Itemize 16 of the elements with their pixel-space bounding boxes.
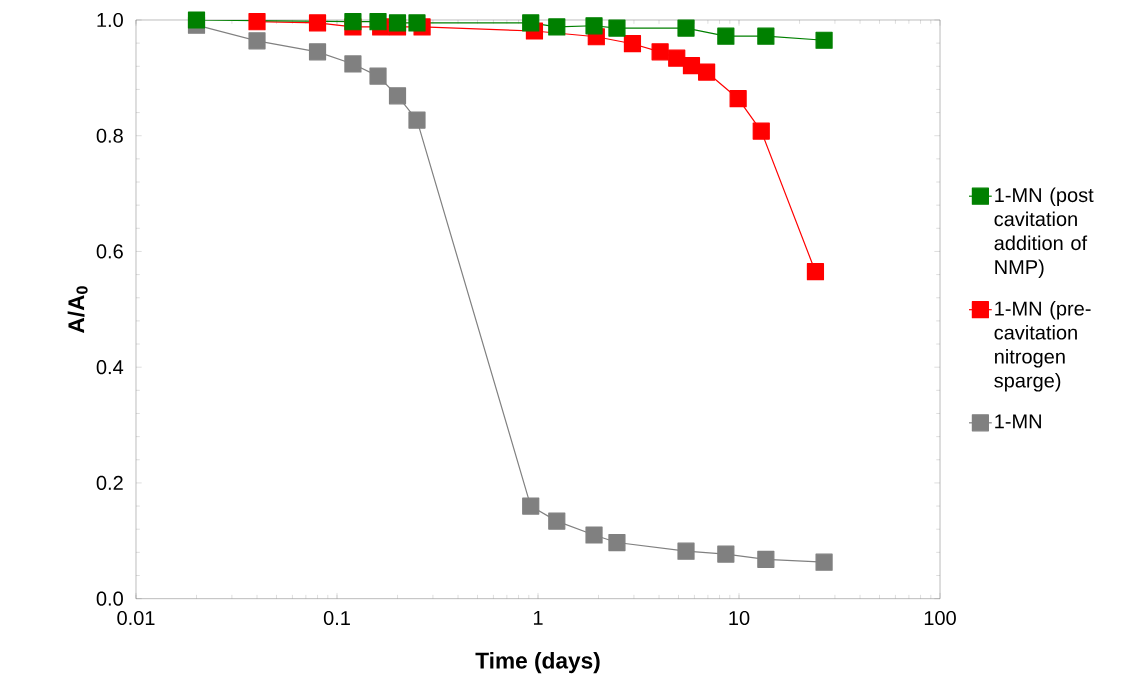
x-tick-label: 10 (729, 611, 750, 626)
x-tick-label: 1 (533, 611, 543, 625)
y-tick-label: 0.2 (96, 476, 123, 491)
x-tick-label: 0.01 (117, 611, 155, 626)
y-tick-label: 0.6 (96, 244, 123, 259)
y-tick-label: 0.8 (96, 128, 123, 143)
legend-label: 1-MN (pre-cavitation nitrogen sparge) (994, 301, 1091, 392)
x-tick-label: 100 (924, 611, 956, 626)
y-axis-title: A/A$_{0}$ (67, 286, 88, 334)
x-tick-label: 0.1 (323, 611, 350, 626)
legend-label: 1-MN (post cavitation addition of NMP) (994, 187, 1094, 279)
x-axis-title: Time (days) (475, 652, 600, 674)
legend-label: 1-MN (995, 414, 1041, 429)
y-tick-label: 1.0 (97, 13, 123, 28)
y-tick-label: 0.4 (96, 360, 124, 375)
y-tick-label: 0.0 (96, 591, 123, 606)
